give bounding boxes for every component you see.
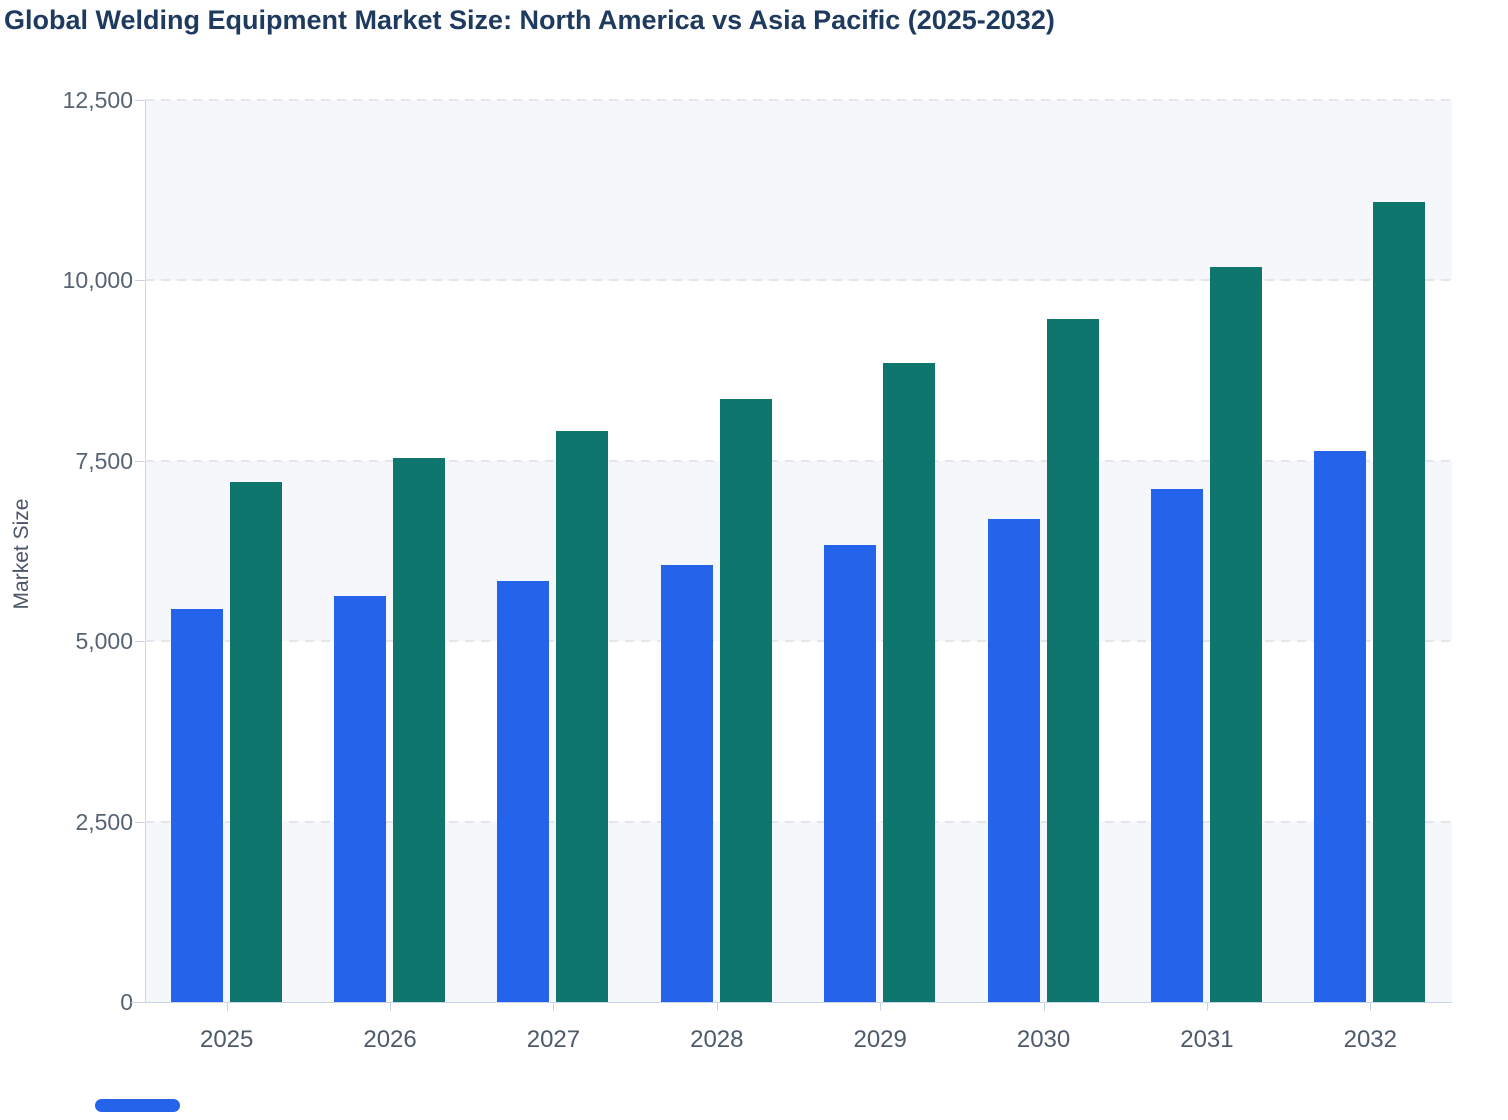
x-axis-tick bbox=[553, 1003, 555, 1011]
bar-north-america-2030[interactable] bbox=[987, 519, 1040, 1002]
y-tick-label: 0 bbox=[120, 989, 133, 1015]
x-axis-tick bbox=[880, 1003, 882, 1011]
y-gridline-12,500 bbox=[145, 99, 1452, 101]
x-tick-label-2031: 2031 bbox=[1180, 1026, 1234, 1053]
y-tick-label: 5,000 bbox=[75, 628, 133, 655]
bar-asia-pacific-2029[interactable] bbox=[883, 363, 936, 1002]
x-axis-tick bbox=[390, 1003, 392, 1011]
y-gridline-5,000 bbox=[145, 640, 1452, 643]
x-tick-label-2029: 2029 bbox=[853, 1026, 907, 1053]
y-axis-tick bbox=[135, 641, 145, 643]
bar-north-america-2032[interactable] bbox=[1314, 450, 1367, 1002]
y-tick-label: 7,500 bbox=[75, 447, 133, 474]
y-tick-label: 10,000 bbox=[62, 267, 133, 294]
x-tick-label-2028: 2028 bbox=[690, 1026, 744, 1053]
y-axis-line bbox=[145, 100, 146, 1003]
bar-north-america-2025[interactable] bbox=[170, 608, 223, 1002]
bar-north-america-2026[interactable] bbox=[334, 596, 387, 1002]
x-axis-tick bbox=[1370, 1003, 1372, 1011]
x-tick-label-2025: 2025 bbox=[199, 1026, 254, 1053]
x-tick-label-2027: 2027 bbox=[526, 1026, 581, 1053]
chart-title: Global Welding Equipment Market Size: No… bbox=[4, 5, 1055, 35]
y-axis-tick bbox=[135, 460, 145, 462]
bar-asia-pacific-2026[interactable] bbox=[393, 457, 446, 1002]
legend-swatch[interactable] bbox=[95, 1099, 180, 1112]
y-axis-title: Market Size bbox=[10, 498, 33, 610]
bar-north-america-2031[interactable] bbox=[1150, 488, 1203, 1002]
x-axis-tick bbox=[226, 1003, 228, 1011]
y-tick-label: 12,500 bbox=[62, 87, 133, 113]
x-axis-tick bbox=[1043, 1003, 1045, 1011]
x-tick-label-2030: 2030 bbox=[1016, 1026, 1071, 1053]
bar-north-america-2028[interactable] bbox=[660, 564, 713, 1002]
y-axis-tick bbox=[135, 280, 145, 282]
bar-asia-pacific-2025[interactable] bbox=[229, 481, 282, 1002]
y-gridline-10,000 bbox=[145, 279, 1452, 282]
bar-asia-pacific-2030[interactable] bbox=[1046, 319, 1099, 1002]
x-axis-tick bbox=[1206, 1003, 1208, 1011]
y-gridline-7,500 bbox=[145, 459, 1452, 462]
y-axis-tick bbox=[135, 100, 145, 101]
bar-asia-pacific-2031[interactable] bbox=[1209, 266, 1262, 1002]
y-tick-label: 2,500 bbox=[75, 808, 133, 835]
y-axis-tick bbox=[135, 821, 145, 823]
bar-north-america-2027[interactable] bbox=[497, 581, 550, 1002]
x-axis-tick bbox=[716, 1003, 718, 1011]
bar-asia-pacific-2027[interactable] bbox=[556, 431, 609, 1002]
bar-asia-pacific-2032[interactable] bbox=[1373, 202, 1426, 1002]
x-axis-baseline bbox=[131, 1002, 1452, 1003]
y-gridline-2,500 bbox=[145, 820, 1452, 823]
x-tick-label-2026: 2026 bbox=[363, 1026, 417, 1053]
bar-north-america-2029[interactable] bbox=[824, 544, 877, 1002]
bar-asia-pacific-2028[interactable] bbox=[719, 399, 772, 1002]
x-tick-label-2032: 2032 bbox=[1343, 1026, 1397, 1053]
